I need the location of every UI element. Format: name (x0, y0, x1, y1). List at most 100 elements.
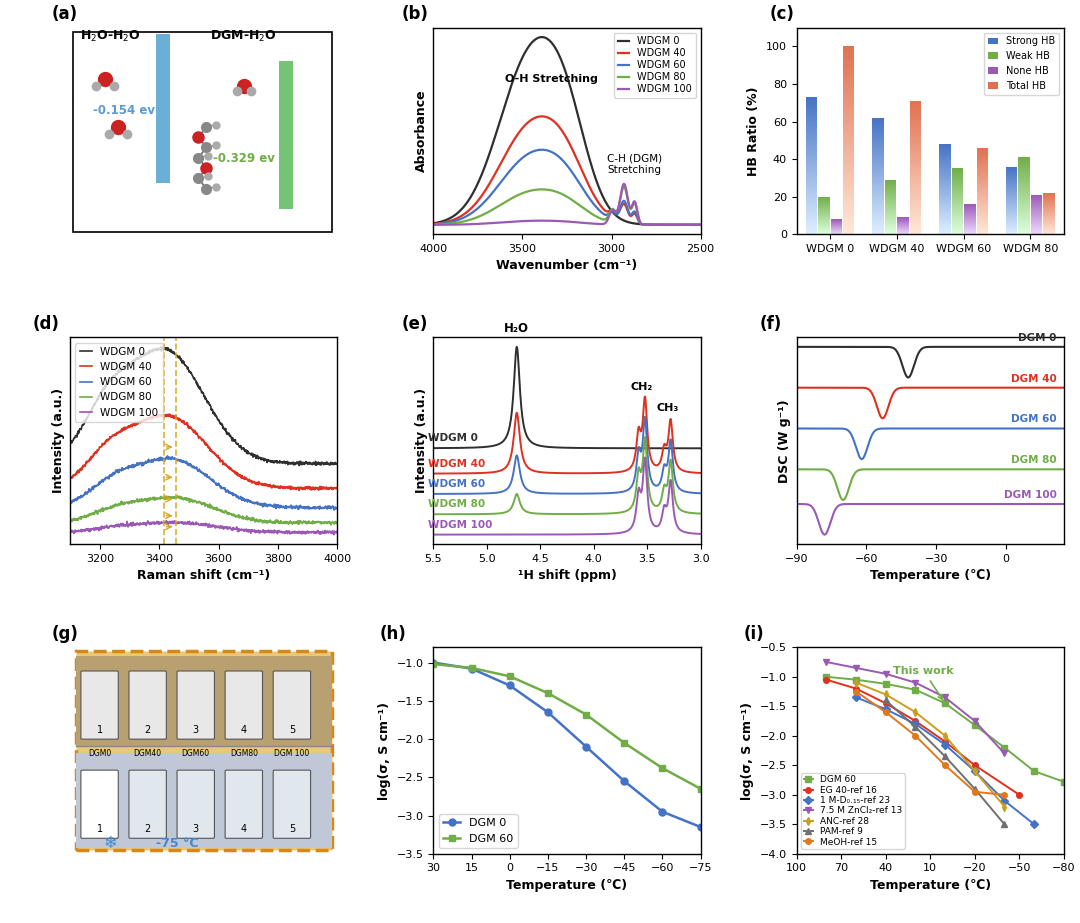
7.5 M ZnCl₂-ref 13 (850, 663, 863, 674)
7.5 M ZnCl₂-ref 13 (939, 692, 951, 703)
WDGM 100 (160, 515, 173, 526)
Line: EG 40-ref 16: EG 40-ref 16 (824, 677, 1022, 797)
WDGM 80 (427, 219, 440, 230)
Line: WDGM 100: WDGM 100 (433, 184, 701, 225)
Legend: WDGM 0, WDGM 40, WDGM 60, WDGM 80, WDGM 100: WDGM 0, WDGM 40, WDGM 60, WDGM 80, WDGM … (613, 32, 696, 98)
DGM 60 (969, 720, 982, 731)
Text: DGM40: DGM40 (134, 749, 162, 758)
Bar (279, 61, 294, 210)
WDGM 100 (427, 220, 440, 231)
Line: WDGM 0: WDGM 0 (433, 37, 701, 225)
WDGM 40 (295, 483, 308, 494)
WDGM 60 (64, 495, 77, 506)
WDGM 80 (171, 490, 184, 501)
Line: WDGM 80: WDGM 80 (433, 186, 701, 225)
DGM 60 (1057, 776, 1070, 787)
Text: -75 °C: -75 °C (156, 837, 199, 850)
Text: DGM 80: DGM 80 (1011, 455, 1057, 465)
1 M-D₀.₁₅-ref 23 (1028, 819, 1041, 830)
WDGM 60 (496, 175, 509, 186)
Line: PAM-ref 9: PAM-ref 9 (883, 698, 1008, 827)
WDGM 0 (219, 423, 232, 434)
WDGM 80 (618, 181, 631, 192)
Text: (h): (h) (380, 625, 407, 643)
7.5 M ZnCl₂-ref 13 (820, 656, 833, 667)
Line: DGM 60: DGM 60 (430, 661, 704, 792)
WDGM 40 (64, 471, 77, 482)
Y-axis label: Intensity (a.u.): Intensity (a.u.) (415, 389, 428, 493)
Text: (i): (i) (743, 625, 764, 643)
WDGM 80 (330, 517, 343, 528)
Text: 2: 2 (145, 725, 151, 735)
DGM 60 (1028, 765, 1041, 776)
FancyBboxPatch shape (81, 770, 119, 838)
WDGM 40 (496, 155, 509, 166)
Text: DGM 100: DGM 100 (274, 749, 310, 758)
WDGM 60 (219, 486, 232, 497)
WDGM 80 (64, 515, 77, 526)
FancyBboxPatch shape (76, 652, 332, 850)
Text: 5: 5 (288, 725, 295, 735)
PAM-ref 9 (879, 695, 892, 706)
WDGM 60 (294, 499, 307, 510)
DGM 60 (427, 658, 440, 669)
Text: WDGM 80: WDGM 80 (428, 499, 485, 509)
WDGM 60 (234, 491, 247, 502)
WDGM 0 (536, 31, 549, 42)
WDGM 60 (694, 220, 707, 231)
DGM 60 (998, 742, 1011, 753)
WDGM 40 (427, 219, 440, 230)
MeOH-ref 15 (850, 686, 863, 697)
WDGM 80 (548, 186, 561, 197)
WDGM 0 (226, 432, 239, 443)
WDGM 0 (267, 457, 280, 468)
Text: This work: This work (893, 665, 954, 700)
WDGM 100 (605, 205, 618, 216)
Text: -0.154 ev: -0.154 ev (93, 104, 154, 117)
Text: DGM 60: DGM 60 (1011, 414, 1057, 425)
Text: H$_2$O-H$_2$O: H$_2$O-H$_2$O (80, 30, 140, 44)
WDGM 0 (474, 172, 487, 183)
MeOH-ref 15 (939, 760, 951, 771)
Line: WDGM 40: WDGM 40 (433, 116, 701, 225)
ANC-ref 28 (909, 707, 922, 718)
ANC-ref 28 (850, 677, 863, 689)
Y-axis label: log(σ, S cm⁻¹): log(σ, S cm⁻¹) (741, 701, 754, 799)
WDGM 60 (161, 450, 174, 462)
WDGM 100 (234, 524, 247, 535)
WDGM 60 (474, 200, 487, 211)
DGM 0 (427, 657, 440, 668)
Text: (e): (e) (402, 316, 428, 333)
WDGM 60 (549, 149, 562, 160)
DGM 60 (820, 671, 833, 682)
WDGM 40 (536, 111, 549, 122)
X-axis label: Temperature (℃): Temperature (℃) (869, 879, 990, 892)
WDGM 0 (293, 460, 306, 471)
Text: (b): (b) (402, 6, 429, 23)
WDGM 80 (605, 204, 618, 215)
ANC-ref 28 (998, 801, 1011, 812)
7.5 M ZnCl₂-ref 13 (909, 677, 922, 689)
WDGM 40 (474, 192, 487, 203)
PAM-ref 9 (998, 819, 1011, 830)
WDGM 0 (427, 218, 440, 229)
WDGM 40 (80, 458, 93, 469)
EG 40-ref 16 (1013, 789, 1026, 800)
Line: DGM 60: DGM 60 (824, 674, 1067, 785)
MeOH-ref 15 (969, 786, 982, 797)
FancyBboxPatch shape (225, 671, 262, 739)
ANC-ref 28 (879, 689, 892, 700)
1 M-D₀.₁₅-ref 23 (909, 718, 922, 729)
WDGM 100 (694, 220, 707, 231)
Y-axis label: HB Ratio (%): HB Ratio (%) (747, 86, 760, 175)
WDGM 80 (496, 198, 509, 210)
Legend: Strong HB, Weak HB, None HB, Total HB: Strong HB, Weak HB, None HB, Total HB (984, 32, 1058, 95)
WDGM 60 (330, 502, 343, 513)
EG 40-ref 16 (909, 715, 922, 726)
EG 40-ref 16 (969, 760, 982, 771)
DGM 60 (618, 737, 631, 749)
WDGM 80 (294, 515, 307, 526)
PAM-ref 9 (939, 751, 951, 762)
EG 40-ref 16 (850, 683, 863, 694)
WDGM 60 (585, 196, 598, 207)
